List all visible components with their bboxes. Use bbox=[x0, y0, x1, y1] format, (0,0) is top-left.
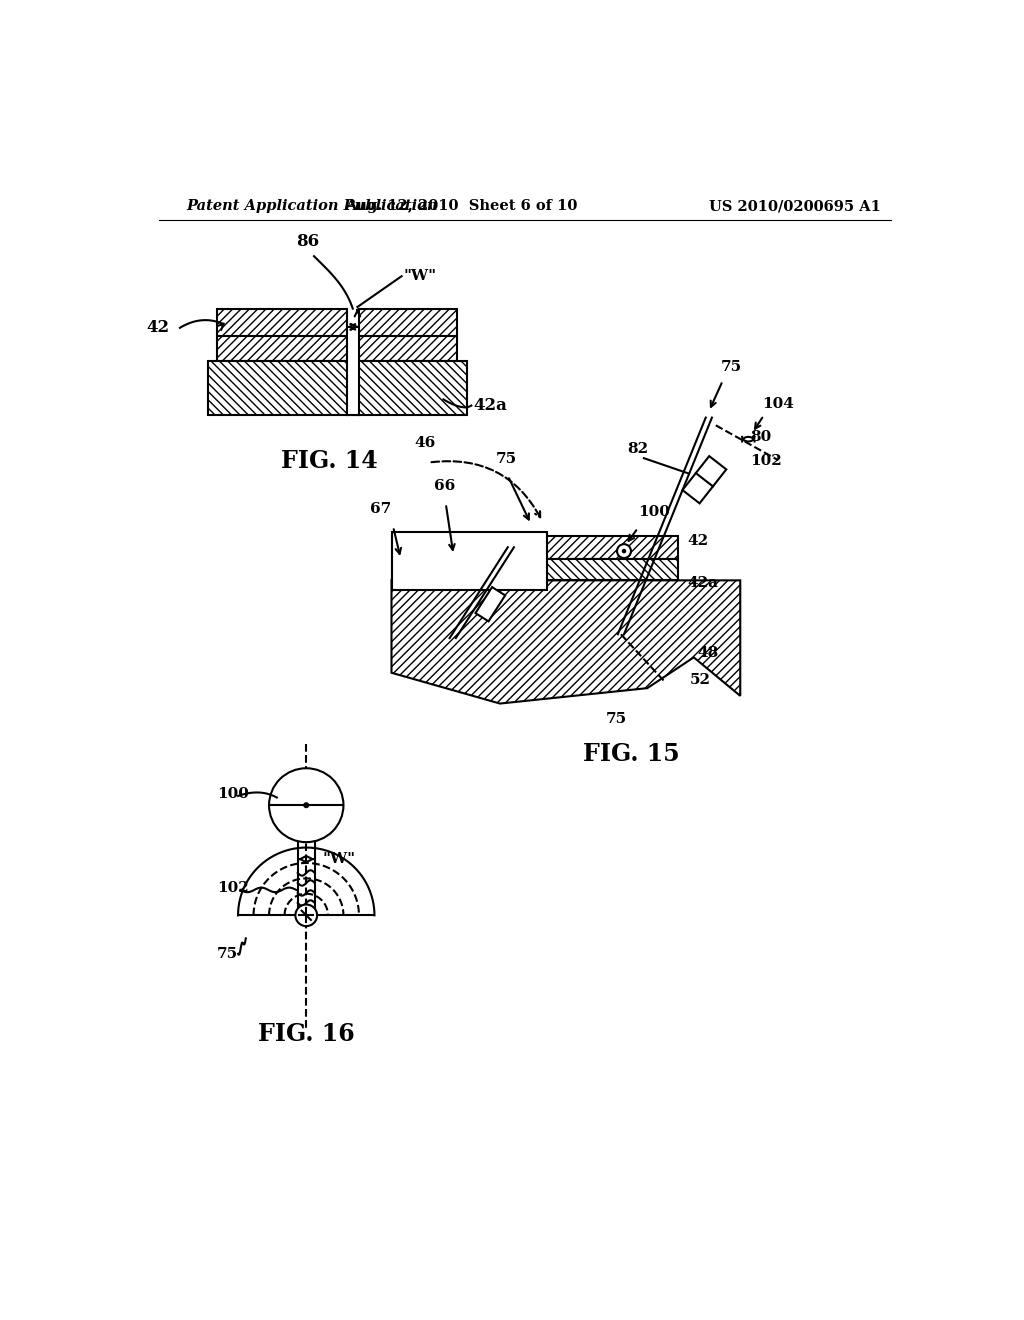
Bar bbox=[346, 308, 359, 414]
Text: 100: 100 bbox=[638, 506, 670, 520]
Bar bbox=[461, 558, 678, 581]
Text: Patent Application Publication: Patent Application Publication bbox=[186, 199, 437, 213]
Bar bbox=[391, 532, 547, 590]
Bar bbox=[391, 536, 461, 581]
Bar bbox=[391, 536, 461, 581]
Text: 102: 102 bbox=[217, 882, 249, 895]
Text: 75: 75 bbox=[721, 360, 742, 375]
Text: 46: 46 bbox=[415, 436, 436, 450]
Bar bbox=[217, 309, 458, 360]
Text: 42a: 42a bbox=[473, 397, 507, 414]
Text: 52: 52 bbox=[690, 673, 711, 688]
Text: US 2010/0200695 A1: US 2010/0200695 A1 bbox=[709, 199, 881, 213]
Text: 104: 104 bbox=[762, 396, 795, 411]
Text: 100: 100 bbox=[217, 787, 249, 801]
Polygon shape bbox=[391, 581, 740, 704]
Circle shape bbox=[617, 544, 631, 558]
Text: Aug. 12, 2010  Sheet 6 of 10: Aug. 12, 2010 Sheet 6 of 10 bbox=[345, 199, 578, 213]
Bar bbox=[461, 558, 678, 581]
Bar bbox=[208, 360, 467, 414]
Circle shape bbox=[269, 768, 343, 842]
Text: "W": "W" bbox=[323, 853, 355, 866]
Text: 75: 75 bbox=[496, 451, 517, 466]
Bar bbox=[217, 309, 458, 360]
Circle shape bbox=[295, 904, 317, 927]
Text: 82: 82 bbox=[627, 442, 648, 455]
Text: 67: 67 bbox=[370, 502, 391, 516]
Circle shape bbox=[623, 549, 626, 553]
Text: FIG. 15: FIG. 15 bbox=[584, 742, 680, 766]
Bar bbox=[208, 360, 467, 414]
Text: 102: 102 bbox=[751, 454, 782, 469]
Bar bbox=[461, 536, 678, 558]
Text: 42: 42 bbox=[146, 319, 169, 337]
Text: 42a: 42a bbox=[687, 576, 719, 590]
Text: FIG. 16: FIG. 16 bbox=[258, 1022, 354, 1045]
Text: FIG. 14: FIG. 14 bbox=[282, 449, 378, 474]
Text: 86: 86 bbox=[296, 234, 319, 249]
Text: 66: 66 bbox=[434, 479, 456, 492]
Polygon shape bbox=[475, 587, 505, 622]
Text: 80: 80 bbox=[751, 430, 772, 444]
Polygon shape bbox=[682, 457, 726, 503]
Text: 75: 75 bbox=[605, 711, 627, 726]
Text: 75: 75 bbox=[217, 946, 239, 961]
Text: 42: 42 bbox=[687, 535, 709, 548]
Text: "W": "W" bbox=[403, 269, 436, 284]
Bar bbox=[461, 536, 678, 558]
Text: 48: 48 bbox=[697, 647, 719, 660]
Circle shape bbox=[304, 803, 308, 808]
